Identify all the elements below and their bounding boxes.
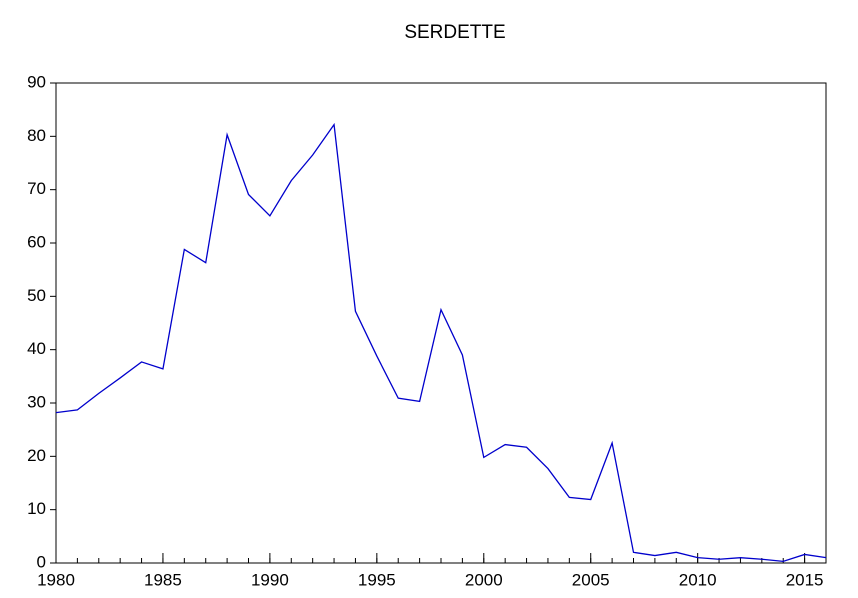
- y-tick-label: 80: [27, 126, 46, 145]
- series-line: [55, 122, 827, 563]
- x-tick-label: 2010: [679, 570, 717, 589]
- x-tick-label: 2015: [786, 570, 824, 589]
- y-tick-label: 70: [27, 179, 46, 198]
- x-tick-label: 2005: [572, 570, 610, 589]
- x-tick-label: 1985: [144, 570, 182, 589]
- y-tick-label: 60: [27, 232, 46, 251]
- x-tick-label: 2000: [465, 570, 503, 589]
- chart-title: SERDETTE: [404, 22, 505, 43]
- y-tick-label: 50: [27, 286, 46, 305]
- y-tick-label: 40: [27, 339, 46, 358]
- y-tick-label: 20: [27, 446, 46, 465]
- x-tick-label: 1995: [358, 570, 396, 589]
- y-tick-label: 30: [27, 392, 46, 411]
- y-tick-label: 0: [37, 552, 46, 571]
- x-tick-label: 1990: [251, 570, 289, 589]
- x-tick-label: 1980: [37, 570, 75, 589]
- y-tick-label: 90: [27, 72, 46, 91]
- y-tick-label: 10: [27, 499, 46, 518]
